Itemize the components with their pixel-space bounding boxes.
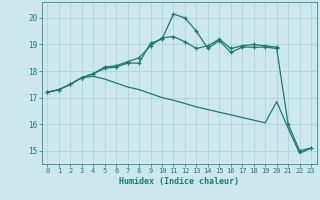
X-axis label: Humidex (Indice chaleur): Humidex (Indice chaleur)	[119, 177, 239, 186]
